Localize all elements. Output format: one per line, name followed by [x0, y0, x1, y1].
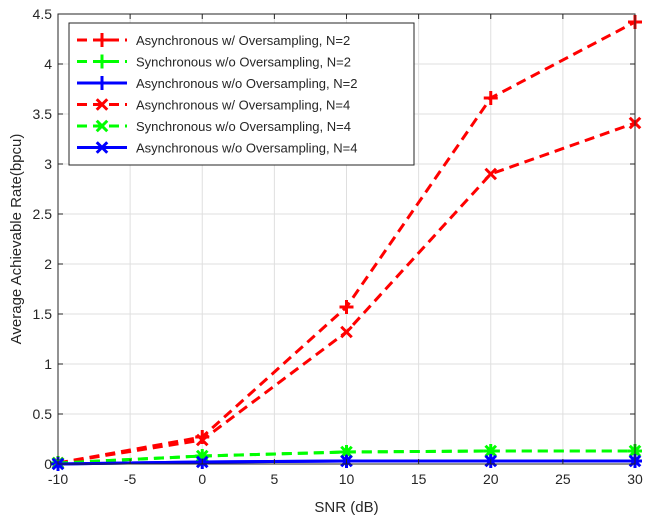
- series-layer: [51, 15, 642, 471]
- x-tick-label: -5: [124, 471, 137, 487]
- ticks: -10 -5 0 5 10 15 20 25 30 0 0.5 1 1.5 2 2.5 3 3.5 4 4.5: [33, 6, 643, 487]
- legend-label: Synchronous w/o Oversampling, N=2: [136, 55, 351, 70]
- legend-marker: [95, 119, 109, 133]
- x-axis-label: SNR (dB): [314, 499, 378, 516]
- legend-item: Synchronous w/o Oversampling, N=4: [77, 119, 351, 134]
- legend-item: Synchronous w/o Oversampling, N=2: [77, 54, 351, 70]
- x-tick-label: 0: [198, 471, 206, 487]
- y-tick-label: 3.5: [33, 106, 53, 122]
- x-tick-label: 25: [555, 471, 571, 487]
- y-tick-label: 3: [44, 156, 52, 172]
- legend-marker: [95, 33, 109, 47]
- x-tick-label: 15: [411, 471, 427, 487]
- legend-label: Asynchronous w/o Oversampling, N=4: [136, 141, 357, 156]
- data-point: [195, 433, 209, 447]
- series-5: [51, 444, 642, 470]
- x-tick-label: 10: [339, 471, 355, 487]
- legend-item: Asynchronous w/ Oversampling, N=4: [77, 98, 350, 113]
- legend-label: Asynchronous w/o Oversampling, N=2: [136, 76, 357, 91]
- legend-item: Asynchronous w/ Oversampling, N=2: [77, 33, 350, 48]
- y-tick-label: 2.5: [33, 206, 53, 222]
- y-axis-label: Average Achievable Rate(bpcu): [8, 134, 25, 345]
- data-point: [483, 91, 498, 105]
- x-tick-label: -10: [48, 471, 68, 487]
- legend-marker: [95, 54, 109, 69]
- data-point: [340, 325, 353, 339]
- legend-marker: [95, 141, 109, 154]
- data-point: [339, 300, 354, 314]
- legend-marker: [95, 98, 109, 111]
- legend-item: Asynchronous w/o Oversampling, N=4: [77, 141, 357, 156]
- y-tick-label: 0: [44, 456, 52, 472]
- legend: Asynchronous w/ Oversampling, N=2 Synchro…: [68, 22, 415, 166]
- y-tick-label: 4: [44, 56, 52, 72]
- legend-label: Asynchronous w/ Oversampling, N=2: [136, 33, 350, 48]
- x-tick-label: 20: [483, 471, 499, 487]
- y-tick-label: 1.5: [33, 306, 53, 322]
- legend-box: [68, 22, 415, 166]
- y-tick-label: 2: [44, 256, 52, 272]
- legend-label: Asynchronous w/ Oversampling, N=4: [136, 98, 350, 113]
- y-tick-label: 4.5: [33, 6, 53, 22]
- x-tick-label: 5: [270, 471, 278, 487]
- y-tick-label: 0.5: [33, 406, 53, 422]
- legend-marker: [95, 76, 109, 90]
- legend-label: Synchronous w/o Oversampling, N=4: [136, 119, 351, 134]
- data-point: [484, 167, 498, 181]
- data-point: [484, 444, 498, 458]
- y-tick-label: 1: [44, 356, 52, 372]
- legend-item: Asynchronous w/o Oversampling, N=2: [77, 76, 357, 91]
- x-tick-label: 30: [627, 471, 643, 487]
